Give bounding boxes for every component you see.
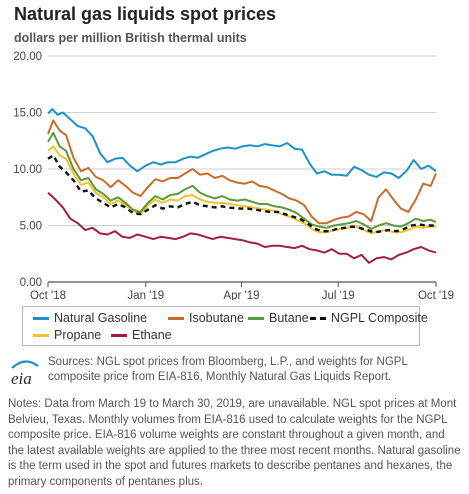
eia-logo-icon: eia xyxy=(11,360,39,388)
legend-label: Propane xyxy=(54,328,102,342)
grid-lines xyxy=(48,55,436,283)
series-line-isobutane xyxy=(47,119,437,225)
y-tick-label: 15.00 xyxy=(13,108,42,120)
legend-item: NGPL Composite xyxy=(310,310,428,326)
legend-item: Ethane xyxy=(111,327,172,343)
sources-text: Sources: NGL spot prices from Bloomberg,… xyxy=(48,356,408,383)
notes-text: Notes: Data from March 19 to March 30, 2… xyxy=(8,398,461,488)
legend-swatch xyxy=(111,333,127,337)
legend-label: Isobutane xyxy=(189,311,244,325)
series-line-propane xyxy=(47,145,436,235)
legend-swatch xyxy=(33,316,49,320)
series-lines xyxy=(47,108,437,264)
chart-subtitle: dollars per million British thermal unit… xyxy=(14,31,247,45)
chart-title: Natural gas liquids spot prices xyxy=(14,4,277,24)
legend-swatch xyxy=(33,333,49,337)
legend-label: Butane xyxy=(269,311,309,325)
x-tick-label: Jul '19 xyxy=(322,290,355,300)
legend: Natural Gasoline Isobutane Butane NGPL Comp… xyxy=(22,306,428,346)
legend-label: Natural Gasoline xyxy=(54,311,148,325)
legend-swatch xyxy=(248,316,264,320)
x-tick-label: Oct '19 xyxy=(418,290,454,300)
y-tick-label: 20.00 xyxy=(13,51,42,63)
x-tick-label: Jan '19 xyxy=(127,290,164,300)
legend-item: Natural Gasoline xyxy=(33,310,147,326)
legend-label: Ethane xyxy=(132,328,172,342)
eia-logo-text: eia xyxy=(11,369,32,388)
y-tick-label: 10.00 xyxy=(13,164,42,176)
x-tick-label: Oct '18 xyxy=(30,290,66,300)
legend-item: Butane xyxy=(248,310,309,326)
series-line-natural-gasoline xyxy=(47,108,437,179)
legend-item: Isobutane xyxy=(168,310,244,326)
line-chart: 0.00 5.00 10.00 15.00 20.00 Oct '18 Jan '19 Ap… xyxy=(13,51,454,300)
series-line-ethane xyxy=(47,191,437,264)
y-tick-label: 0.00 xyxy=(20,277,42,289)
legend-swatch xyxy=(310,316,326,320)
x-axis-ticks: Oct '18 Jan '19 Apr '19 Jul '19 Oct '19 xyxy=(30,282,454,300)
legend-item: Propane xyxy=(33,327,101,343)
series-line-ngpl-composite xyxy=(47,154,436,234)
x-tick-label: Apr '19 xyxy=(223,290,259,300)
series-line-butane xyxy=(47,131,437,230)
legend-swatch xyxy=(168,316,184,320)
y-axis-ticks: 0.00 5.00 10.00 15.00 20.00 xyxy=(13,51,42,289)
legend-label: NGPL Composite xyxy=(331,311,428,325)
y-tick-label: 5.00 xyxy=(20,221,42,233)
